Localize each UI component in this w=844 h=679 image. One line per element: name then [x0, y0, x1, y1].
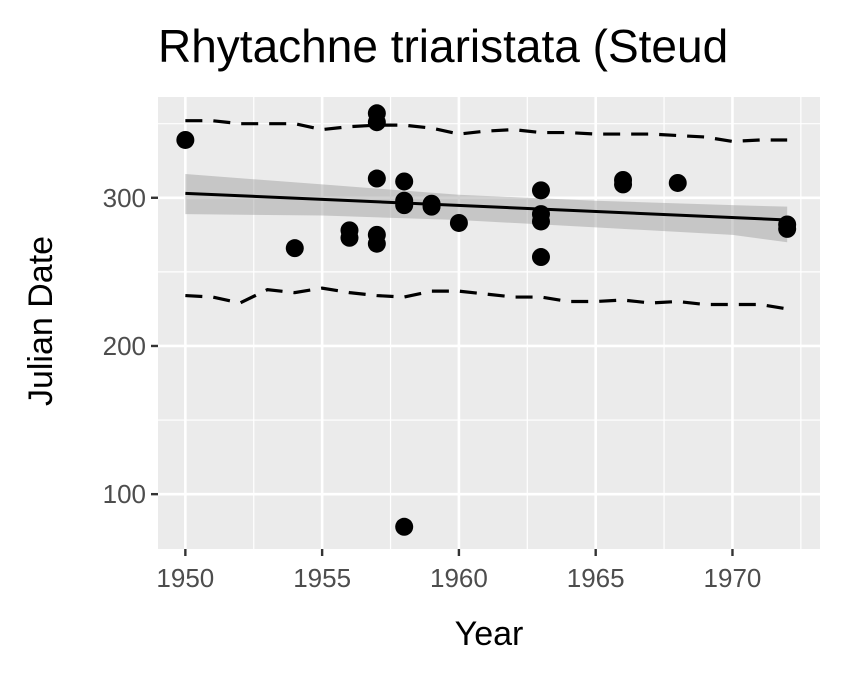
x-tick-label: 1955 [293, 563, 351, 593]
y-tick-label: 100 [103, 479, 146, 509]
x-tick-label: 1965 [567, 563, 625, 593]
data-point [340, 221, 359, 240]
data-point [285, 239, 304, 258]
y-tick-label: 200 [103, 331, 146, 361]
y-tick-label: 300 [103, 183, 146, 213]
data-points [176, 104, 797, 536]
lower-bound-line [185, 286, 788, 311]
plot-panel [158, 97, 820, 549]
data-point [176, 130, 195, 149]
y-axis-label: Julian Date [22, 236, 60, 406]
data-point [614, 175, 633, 194]
y-axis-ticks: 100 200 300 [103, 183, 158, 509]
data-point [531, 248, 550, 267]
data-point [531, 212, 550, 231]
data-point [367, 234, 386, 253]
data-point [422, 197, 441, 216]
x-tick-label: 1960 [430, 563, 488, 593]
chart-title: Rhytachne triaristata (Steud [158, 20, 728, 72]
x-tick-label: 1950 [156, 563, 214, 593]
x-axis-label: Year [455, 615, 524, 653]
data-point [367, 113, 386, 132]
data-point [395, 517, 414, 536]
data-point [449, 213, 468, 232]
data-point [395, 172, 414, 191]
data-point [668, 173, 687, 192]
minor-gridlines [158, 97, 820, 549]
data-point [395, 196, 414, 215]
data-point [531, 181, 550, 200]
major-gridlines [158, 97, 820, 549]
upper-bound-line [185, 119, 788, 144]
regression-line [185, 191, 788, 222]
data-point [778, 219, 797, 238]
x-tick-label: 1970 [704, 563, 762, 593]
x-axis-ticks: 1950 1955 1960 1965 1970 [156, 549, 761, 593]
data-point [367, 169, 386, 188]
